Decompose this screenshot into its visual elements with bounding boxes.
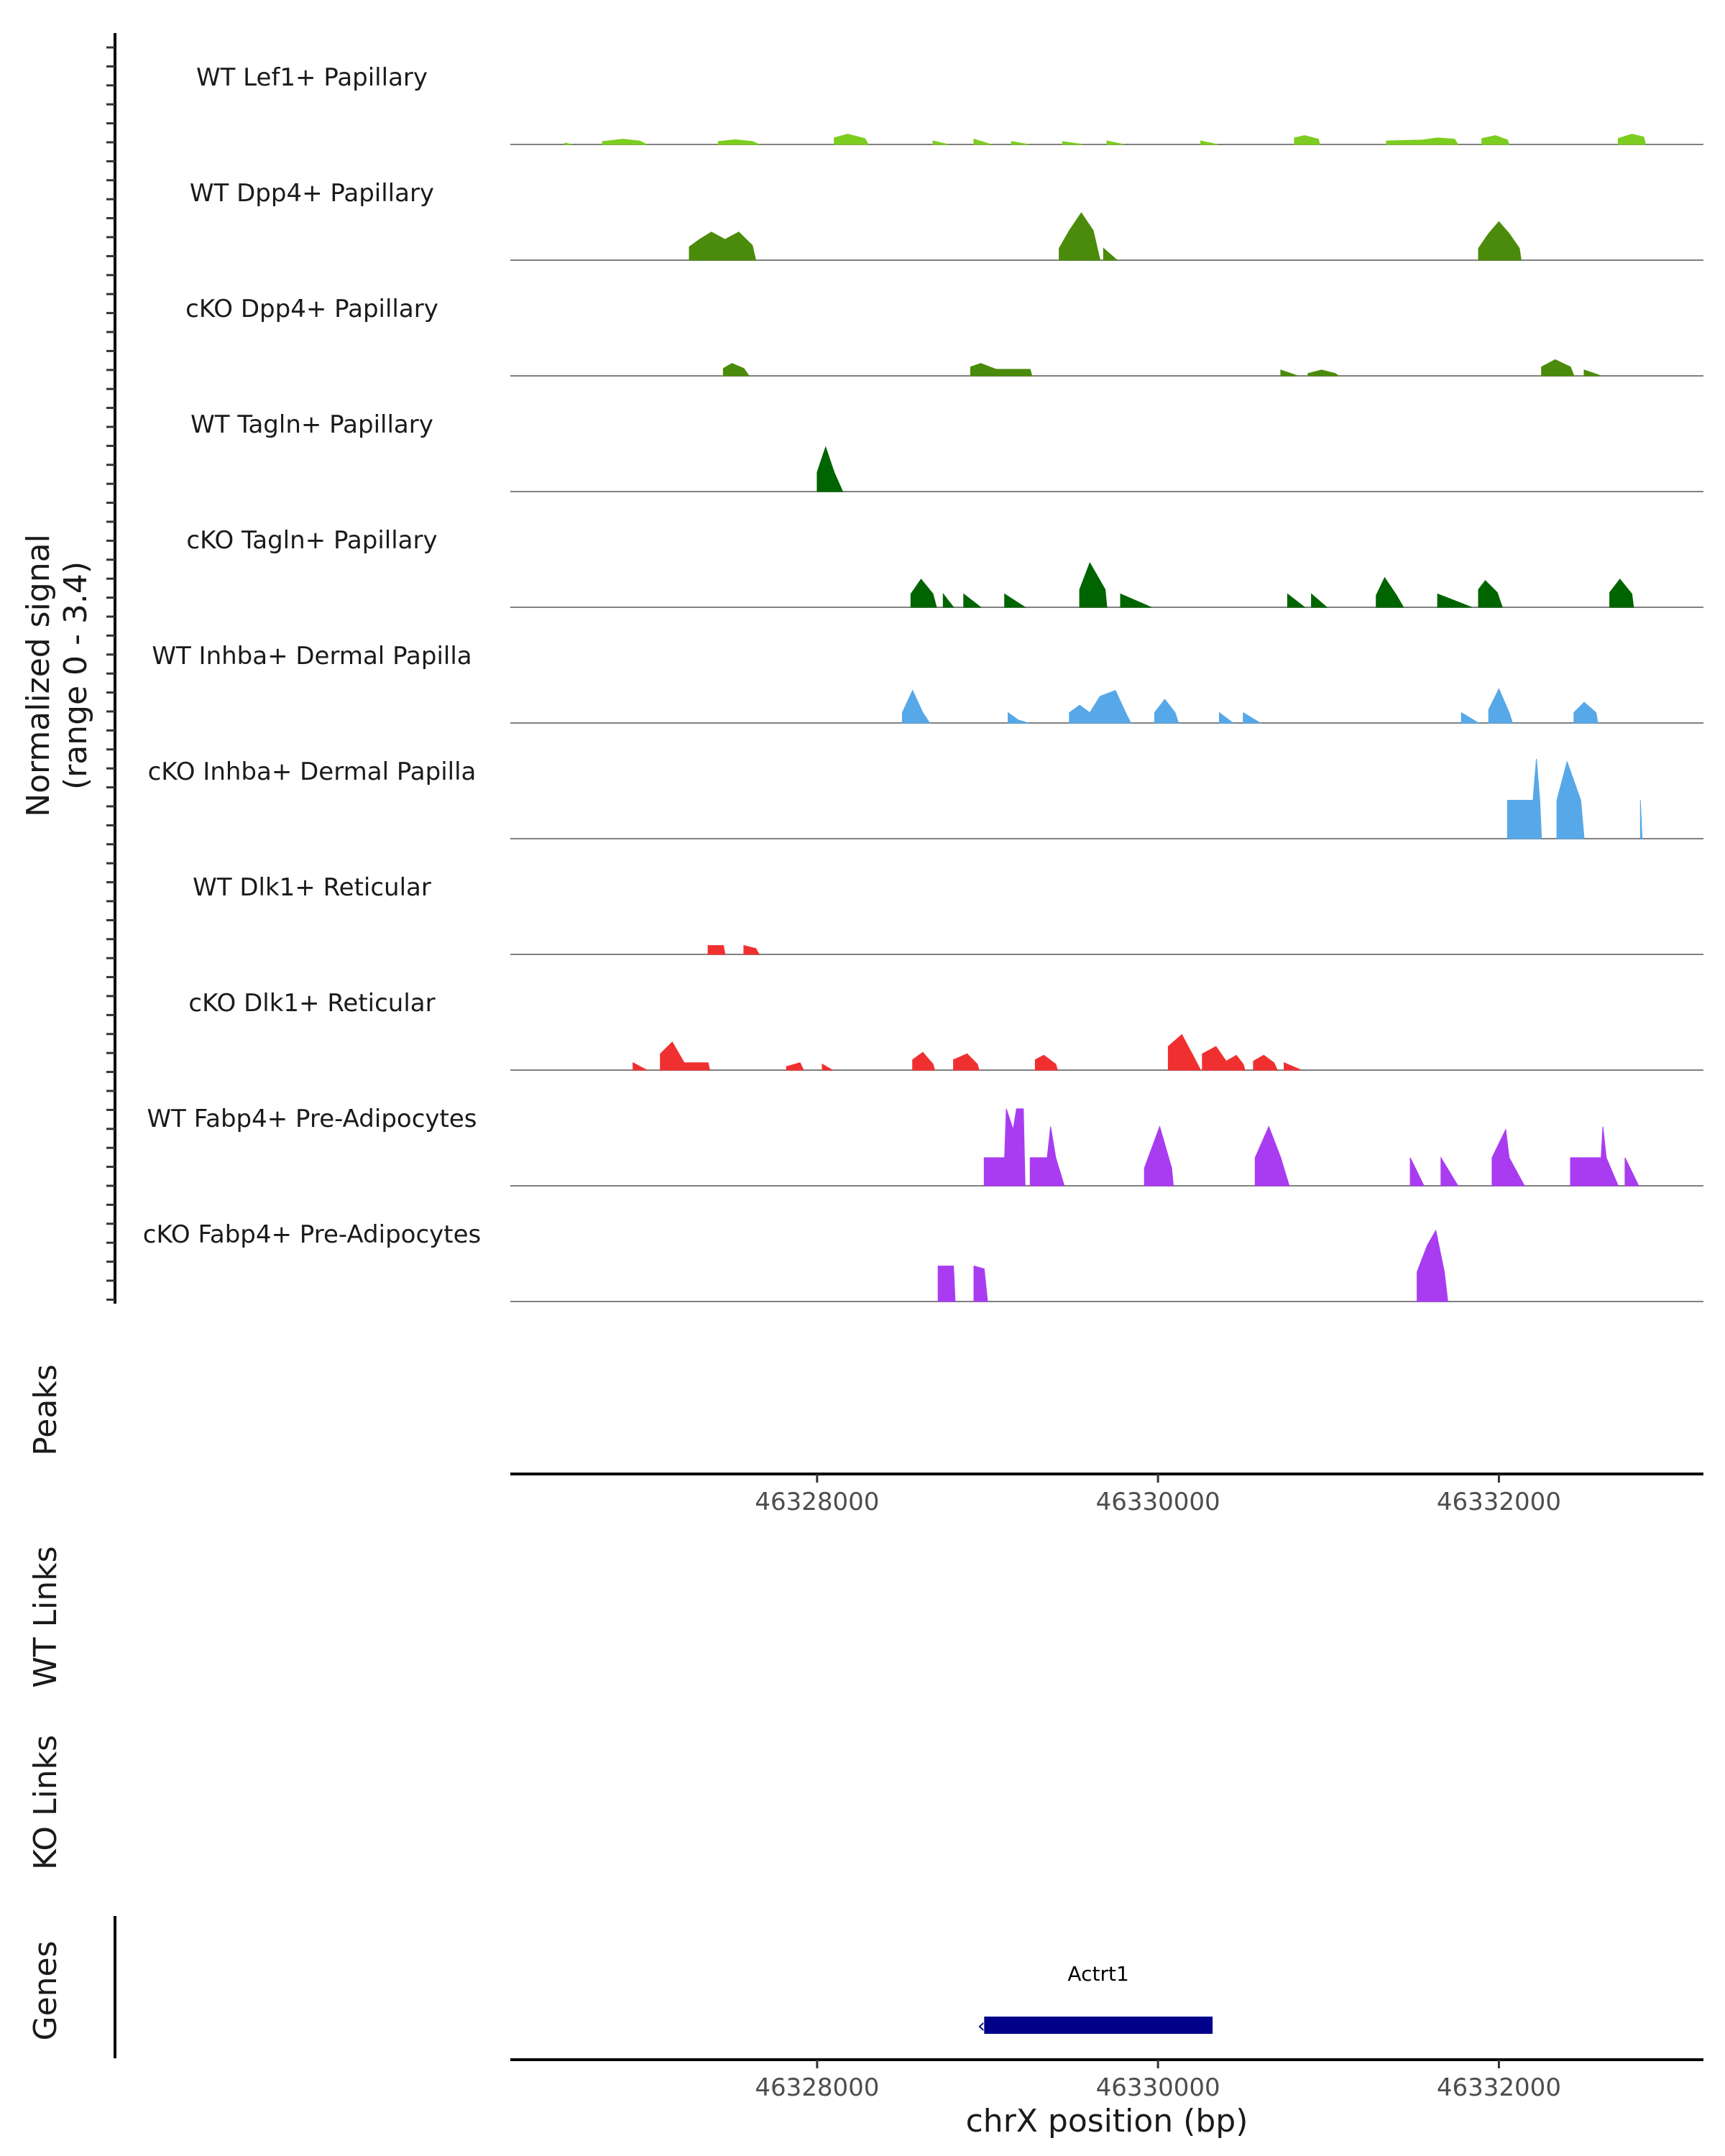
track-signal-area	[910, 562, 1634, 608]
gene-body-actrt1	[984, 2017, 1213, 2034]
track-4: cKO Tagln+ Papillary	[186, 526, 1703, 608]
track-3: WT Tagln+ Papillary	[190, 410, 1703, 492]
track-6: cKO Inhba+ Dermal Papilla	[148, 757, 1703, 839]
ko-links-panel-title: KO Links	[27, 1735, 64, 1870]
track-8: cKO Dlk1+ Reticular	[188, 989, 1703, 1071]
x-tick-label: 46332000	[1437, 2073, 1561, 2102]
track-signal-area	[689, 212, 1522, 261]
x-tick-label: 46332000	[1437, 1488, 1561, 1516]
track-signal-area	[937, 1229, 1448, 1302]
track-signal-area	[1506, 758, 1643, 839]
track-label: cKO Dpp4+ Papillary	[185, 295, 438, 323]
x-axis-ticks-bottom: 46328000 46330000 46332000	[755, 2060, 1561, 2102]
track-signal-area	[816, 446, 844, 492]
x-tick-label: 46330000	[1096, 2073, 1220, 2102]
y-axis-title: Normalized signal (range 0 - 3.4)	[20, 534, 94, 817]
coverage-y-ticks	[106, 46, 115, 1301]
x-tick-label: 46330000	[1096, 1488, 1220, 1516]
track-label: WT Lef1+ Papillary	[196, 63, 428, 92]
track-signal-area	[901, 688, 1598, 724]
track-signal-area	[707, 944, 760, 955]
gene-track: Actrt1 ‹	[978, 1962, 1213, 2037]
coverage-tracks: WT Lef1+ Papillary WT Dpp4+ Papillary cKO …	[143, 63, 1703, 1302]
gene-label-actrt1: Actrt1	[1067, 1962, 1128, 1986]
track-label: cKO Inhba+ Dermal Papilla	[148, 757, 477, 786]
x-tick-label: 46328000	[755, 1488, 879, 1516]
track-label: cKO Dlk1+ Reticular	[188, 989, 435, 1018]
track-2: cKO Dpp4+ Papillary	[185, 295, 1703, 377]
track-signal-area	[983, 1108, 1639, 1187]
wt-links-label: WT Links	[27, 1546, 64, 1687]
x-tick-label: 46328000	[755, 2073, 879, 2102]
peaks-panel-title: Peaks	[27, 1364, 64, 1455]
genes-label: Genes	[27, 1940, 64, 2040]
x-axis-ticks-top: 46328000 46330000 46332000	[755, 1474, 1561, 1516]
track-signal-area	[632, 1033, 1302, 1071]
y-axis-title-line1: Normalized signal	[20, 534, 57, 817]
track-label: WT Dpp4+ Papillary	[190, 179, 434, 208]
track-1: WT Dpp4+ Papillary	[190, 179, 1703, 261]
track-9: WT Fabp4+ Pre-Adipocytes	[147, 1105, 1703, 1187]
ko-links-label: KO Links	[27, 1735, 64, 1870]
track-label: cKO Fabp4+ Pre-Adipocytes	[143, 1220, 482, 1249]
gene-strand-arrow: ‹	[978, 2014, 985, 2037]
track-0: WT Lef1+ Papillary	[196, 63, 1703, 145]
track-label: WT Fabp4+ Pre-Adipocytes	[147, 1105, 477, 1133]
track-label: cKO Tagln+ Papillary	[186, 526, 437, 555]
track-label: WT Tagln+ Papillary	[190, 410, 433, 439]
x-axis-title: chrX position (bp)	[966, 2103, 1248, 2139]
track-5: WT Inhba+ Dermal Papilla	[152, 642, 1703, 724]
track-label: WT Dlk1+ Reticular	[193, 873, 431, 902]
track-signal-area	[564, 134, 1647, 145]
y-axis-title-line2: (range 0 - 3.4)	[58, 561, 94, 790]
genes-panel-title: Genes	[27, 1940, 64, 2040]
track-7: WT Dlk1+ Reticular	[193, 873, 1703, 955]
track-label: WT Inhba+ Dermal Papilla	[152, 642, 472, 671]
wt-links-panel-title: WT Links	[27, 1546, 64, 1687]
track-10: cKO Fabp4+ Pre-Adipocytes	[143, 1220, 1703, 1302]
peaks-label: Peaks	[27, 1364, 64, 1455]
track-signal-area	[722, 359, 1601, 377]
